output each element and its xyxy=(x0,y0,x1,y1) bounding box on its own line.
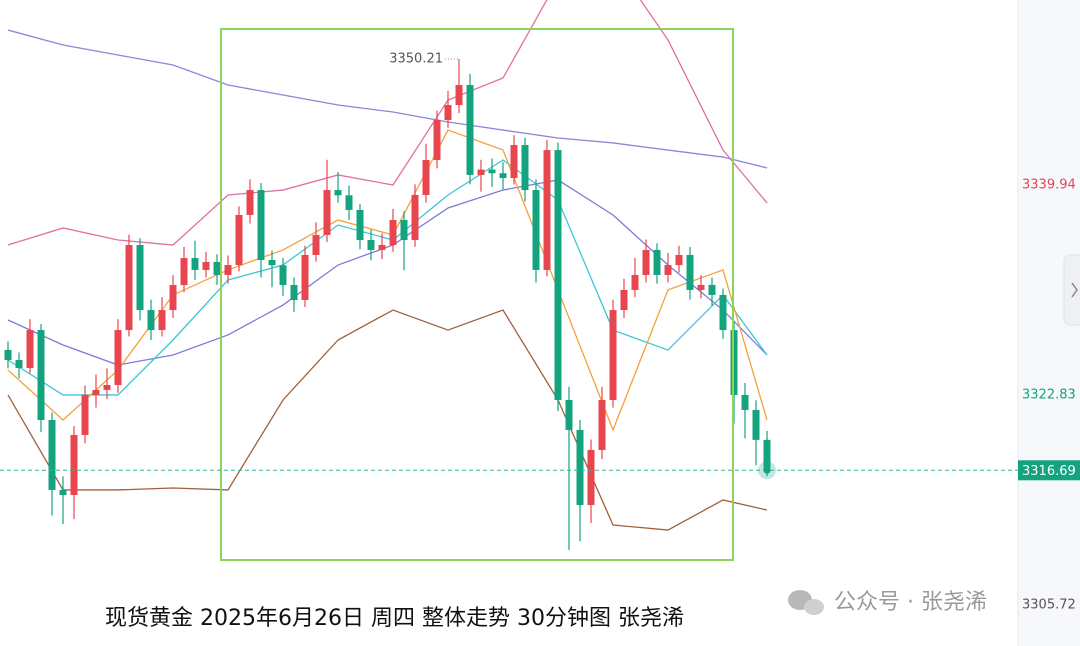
candle-body xyxy=(4,349,12,360)
candle-body xyxy=(675,254,683,266)
candle-body xyxy=(510,145,518,179)
candle-body xyxy=(290,285,298,300)
candle-body xyxy=(356,209,364,240)
candle-body xyxy=(631,274,639,290)
candle-body xyxy=(48,419,56,490)
candle-body xyxy=(598,399,606,450)
price-label: 3322.83 xyxy=(1022,387,1076,402)
chart-title: 现货黄金 2025年6月26日 周四 整体走势 30分钟图 张尧浠 xyxy=(105,606,684,631)
candle-body xyxy=(422,159,430,195)
scroll-tab[interactable] xyxy=(1063,254,1080,326)
candle-body xyxy=(191,258,199,270)
indicator-line xyxy=(7,0,768,246)
plot-area xyxy=(0,0,1018,646)
candle-body xyxy=(411,194,419,240)
candle-body xyxy=(235,214,243,266)
candle-body xyxy=(466,85,474,175)
watermark-icon xyxy=(788,590,824,615)
candle-body xyxy=(59,489,67,495)
candle-body xyxy=(15,359,23,368)
candle-body xyxy=(103,385,111,390)
candle-body xyxy=(642,249,650,275)
candle-body xyxy=(268,259,276,266)
price-label: 3339.94 xyxy=(1022,178,1076,193)
candle-body xyxy=(697,284,705,290)
candle-body xyxy=(609,310,617,400)
candle-body xyxy=(521,145,529,191)
candle-body xyxy=(213,261,221,275)
candle-body xyxy=(587,449,595,506)
candle-body xyxy=(37,330,45,420)
candle-body xyxy=(136,245,144,311)
price-label: 3305.72 xyxy=(1022,597,1076,612)
last-price-box xyxy=(1018,460,1080,481)
candle-body xyxy=(202,261,210,270)
candle-body xyxy=(477,169,485,175)
indicator-line xyxy=(7,29,768,169)
candle-body xyxy=(719,294,727,331)
candle-body xyxy=(224,265,232,275)
candle-body xyxy=(543,150,551,270)
candle-body xyxy=(433,119,441,160)
candle-body xyxy=(70,434,78,495)
indicator-line xyxy=(7,309,768,531)
candles xyxy=(4,59,771,550)
candle-body xyxy=(532,190,540,270)
candle-body xyxy=(246,190,254,215)
scroll-arrow xyxy=(1071,282,1078,298)
highlight-box xyxy=(220,28,734,561)
candle-body xyxy=(345,195,353,210)
last-price-label: 3316.69 xyxy=(1022,464,1076,479)
candle-body xyxy=(455,85,463,106)
annotation-label: 3350.21 xyxy=(389,52,443,67)
candle-body xyxy=(389,219,397,246)
candle-body xyxy=(367,239,375,250)
candle-body xyxy=(323,190,331,235)
candle-body xyxy=(147,310,155,331)
candle-body xyxy=(125,245,133,331)
candle-body xyxy=(312,234,320,255)
candle-body xyxy=(169,285,177,311)
watermark: 公众号 · 张尧浠 xyxy=(834,590,987,615)
candle-body xyxy=(576,429,584,506)
candle-body xyxy=(554,150,562,400)
candle-body xyxy=(499,173,507,179)
candle-body xyxy=(488,169,496,174)
candle-body xyxy=(620,289,628,311)
candle-body xyxy=(653,249,661,275)
candle-body xyxy=(301,254,309,300)
candle-body xyxy=(763,439,771,471)
candle-body xyxy=(664,265,672,275)
overlay: 3316.69 3339.94 3322.83 3305.72 3350.21 xyxy=(0,52,1080,612)
candle-body xyxy=(257,190,265,260)
candle-body xyxy=(752,409,760,440)
candle-body xyxy=(378,245,386,250)
candle-body xyxy=(334,190,342,196)
candle-body xyxy=(158,310,166,331)
candle-body xyxy=(444,105,452,120)
candle-body xyxy=(114,330,122,386)
candle-body xyxy=(26,330,34,368)
candle-body xyxy=(400,219,408,240)
candle-body xyxy=(565,399,573,430)
candle-body xyxy=(686,254,694,290)
candle-body xyxy=(741,394,749,410)
candle-body xyxy=(92,389,100,395)
candle-body xyxy=(279,265,287,286)
last-price-dot xyxy=(763,466,771,474)
candle-body xyxy=(180,258,188,286)
candle-body xyxy=(708,284,716,295)
candle-body xyxy=(81,394,89,435)
